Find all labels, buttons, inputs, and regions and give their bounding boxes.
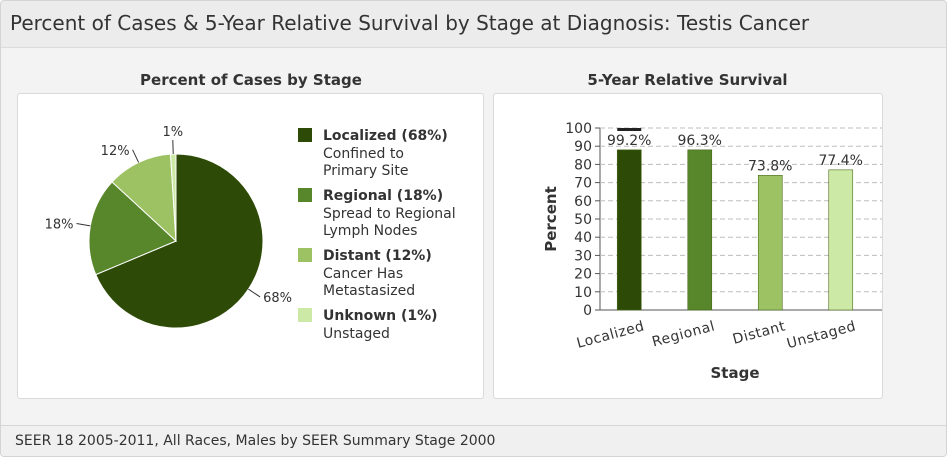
pie-slice-0 [95,153,264,329]
y-tick-label-9: 90 [574,139,592,155]
x-tick-label-1: Regional [650,318,716,350]
legend-desc-0-1: Primary Site [323,163,408,179]
pie-value-label-1: 18% [45,217,74,232]
pie-leader-2 [132,149,140,163]
x-tick-label-3: Unstaged [785,318,858,352]
bar-value-label-1: 96.3% [678,133,722,149]
y-tick-label-0: 0 [583,303,592,319]
y-tick-label-1: 10 [574,285,592,301]
y-tick-label-5: 50 [574,212,592,228]
pie-value-label-0: 68% [263,291,292,306]
bar-value-label-0: 99.2% [607,133,651,149]
bar-1 [687,149,713,311]
legend-label-3: Unknown (1%) [323,308,438,324]
x-tick-label-0: Localized [575,318,646,351]
legend-desc-3-0: Unstaged [323,326,390,342]
legend-swatch-1 [298,188,312,202]
legend-desc-2-0: Cancer Has [323,266,403,282]
bar-0 [616,149,642,311]
legend-label-1: Regional (18%) [323,188,443,204]
pie-chart: 68% 18% 12% 1% Localized (68%) Confined toPri… [45,125,456,342]
legend-swatch-0 [298,128,312,142]
y-tick-label-6: 60 [574,194,592,210]
page-title: Percent of Cases & 5-Year Relative Survi… [10,11,810,35]
y-tick-label-8: 80 [574,157,592,173]
legend-desc-2-1: Metastasized [323,283,415,299]
y-tick-label-2: 20 [574,267,592,283]
footer-note: SEER 18 2005-2011, All Races, Males by S… [15,433,496,449]
legend-desc-0-0: Confined to [323,146,404,162]
bar-chart: 0 10 20 30 40 50 60 70 80 90 100 Percent 99.2% Locali… [542,121,882,382]
pie-slice-3 [169,153,177,242]
x-tick-label-2: Distant [731,318,787,347]
y-tick-label-4: 40 [574,230,592,246]
legend-label-0: Localized (68%) [323,128,448,144]
legend-desc-1-1: Lymph Nodes [323,223,417,239]
legend-swatch-2 [298,248,312,262]
pie-leader-0 [248,288,261,298]
pie-value-label-2: 12% [101,144,130,159]
bar-panel: 0 10 20 30 40 50 60 70 80 90 100 Percent 99.2% Locali… [493,93,883,399]
footer: SEER 18 2005-2011, All Races, Males by S… [1,425,946,456]
bar-value-label-2: 73.8% [748,158,792,174]
bar-chart-title: 5-Year Relative Survival [587,71,788,89]
bar-3 [828,169,854,311]
pie-leader-1 [76,222,91,227]
legend-swatch-3 [298,308,312,322]
legend-label-2: Distant (12%) [323,248,432,264]
pie-panel: 68% 18% 12% 1% Localized (68%) Confined to Pri… [17,93,484,399]
bar-value-label-3: 77.4% [819,153,863,169]
x-axis-label: Stage [710,364,759,382]
legend-desc-1-0: Spread to Regional [323,206,456,222]
pie-chart-title: Percent of Cases by Stage [140,71,362,89]
y-tick-label-10: 100 [565,121,592,137]
header-bar: Percent of Cases & 5-Year Relative Survi… [1,1,946,48]
y-tick-label-7: 70 [574,176,592,192]
pie-slice-1 [88,181,177,276]
pie-value-label-3: 1% [162,125,183,140]
y-axis-label: Percent [542,186,560,251]
pie-slice-2 [111,153,177,243]
y-tick-label-3: 30 [574,248,592,264]
bar-2 [757,175,783,311]
